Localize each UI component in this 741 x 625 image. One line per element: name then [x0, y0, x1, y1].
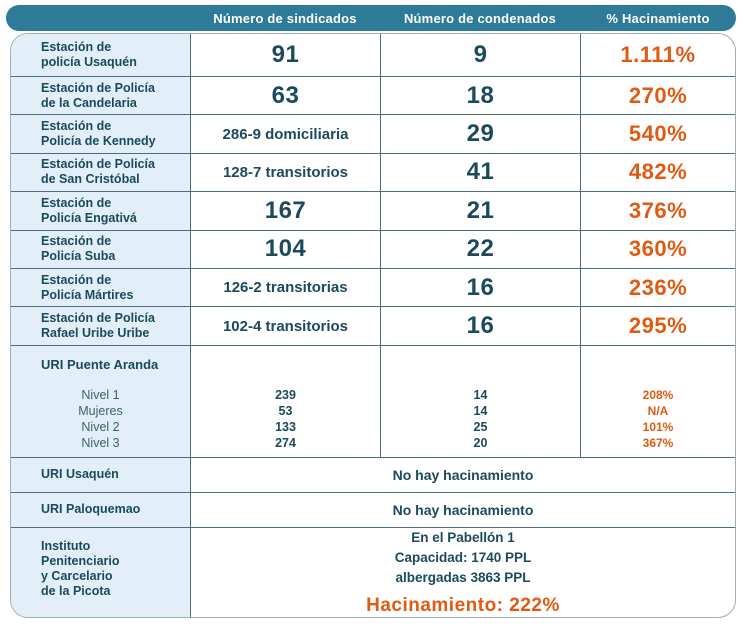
- uri-puente-aranda-title: URI Puente Aranda: [41, 356, 159, 372]
- condenados-value: 9: [381, 34, 581, 76]
- sindicados-value: 102-4 transitorios: [191, 307, 381, 345]
- hacinamiento-value: 540%: [628, 121, 688, 147]
- column-header-sindicados: Número de sindicados: [213, 10, 357, 26]
- condenados-value: 41: [381, 153, 581, 192]
- la-picota-detail-cell: En el Pabellón 1 Capacidad: 1740 PPL alb…: [191, 528, 735, 617]
- albergadas-note-line: albergadas 3863 PPL: [395, 570, 531, 586]
- no-overcrowding-note: No hay hacinamiento: [392, 466, 534, 483]
- station-name-label: Estación de Policía Suba: [11, 230, 191, 268]
- uri-usaquen-label: URI Usaquén: [11, 457, 191, 492]
- uri-sindicados-value: 53: [278, 403, 293, 418]
- condenados-value: 21: [381, 192, 581, 230]
- uri-usaquen-row: URI Usaquén No hay hacinamiento: [11, 456, 735, 492]
- hacinamiento-value: 236%: [628, 274, 688, 300]
- capacidad-note-line: Capacidad: 1740 PPL: [394, 550, 532, 566]
- uri-sublevel-list: Nivel 1 Mujeres Nivel 2 Nivel 3: [11, 387, 190, 451]
- pabellon-note-line: En el Pabellón 1: [411, 529, 515, 545]
- station-row-usaquen: Estación de policía Usaquén 91 9 1.111%: [11, 34, 735, 76]
- uri-hacinamiento-value: N/A: [647, 403, 669, 418]
- column-header-hacinamiento: % Hacinamiento: [606, 10, 710, 26]
- uri-condenados-column: 14 14 25 20: [381, 345, 581, 457]
- station-row-suba: Estación de Policía Suba 104 22 360%: [11, 229, 735, 268]
- uri-sindicados-value: 133: [275, 419, 296, 434]
- hacinamiento-value: 1.111%: [620, 42, 696, 67]
- station-name-label: Estación de policía Usaquén: [11, 34, 191, 76]
- station-name-label: Estación de Policía de la Candelaria: [11, 77, 191, 115]
- uri-hacinamiento-value: 367%: [642, 435, 674, 450]
- hacinamiento-total: Hacinamiento: 222%: [366, 594, 560, 616]
- station-row-kennedy: Estación de Policía de Kennedy 286-9 dom…: [11, 114, 735, 153]
- la-picota-label: Instituto Penitenciario y Carcelario de …: [11, 527, 191, 617]
- uri-hacinamiento-value: 208%: [642, 387, 674, 402]
- condenados-value: 29: [381, 115, 581, 153]
- sindicados-value: 128-7 transitorios: [191, 153, 381, 192]
- station-row-san-cristobal: Estación de Policía de San Cristóbal 128…: [11, 152, 735, 192]
- sindicados-value: 167: [191, 192, 381, 230]
- condenados-value: 16: [381, 268, 581, 307]
- uri-puente-aranda-label-cell: URI Puente Aranda Nivel 1 Mujeres Nivel …: [11, 345, 191, 457]
- hacinamiento-value: 270%: [628, 82, 688, 108]
- station-row-martires: Estación de Policía Mártires 126-2 trans…: [11, 267, 735, 307]
- station-name-label: Estación de Policía de San Cristóbal: [11, 153, 191, 192]
- uri-sublevel-label: Mujeres: [78, 403, 123, 418]
- sindicados-value: 286-9 domiciliaria: [191, 115, 381, 153]
- hacinamiento-value: 482%: [628, 159, 688, 185]
- condenados-value: 16: [381, 307, 581, 345]
- condenados-value: 22: [381, 230, 581, 268]
- uri-sublevel-label: Nivel 3: [81, 435, 120, 450]
- station-name-label: Estación de Policía Engativá: [11, 192, 191, 230]
- sindicados-value: 126-2 transitorias: [191, 268, 381, 307]
- table-header-bar: Número de sindicados Número de condenado…: [6, 5, 736, 31]
- station-name-label: Estación de Policía de Kennedy: [11, 115, 191, 153]
- hacinamiento-value: 376%: [628, 197, 688, 223]
- hacinamiento-value: 360%: [628, 236, 688, 262]
- uri-condenados-value: 20: [473, 435, 488, 450]
- station-name-label: Estación de Policía Mártires: [11, 268, 191, 307]
- hacinamiento-value: 295%: [628, 313, 688, 339]
- la-picota-row: Instituto Penitenciario y Carcelario de …: [11, 526, 735, 617]
- sindicados-value: 104: [191, 230, 381, 268]
- uri-sublevel-label: Nivel 1: [81, 387, 120, 402]
- column-header-condenados: Número de condenados: [403, 10, 557, 26]
- uri-condenados-value: 14: [473, 403, 488, 418]
- uri-hacinamiento-value: 101%: [642, 419, 674, 434]
- uri-condenados-value: 14: [473, 387, 488, 402]
- uri-paloquemao-row: URI Paloquemao No hay hacinamiento: [11, 491, 735, 527]
- station-row-candelaria: Estación de Policía de la Candelaria 63 …: [11, 76, 735, 115]
- station-row-engativa: Estación de Policía Engativá 167 21 376%: [11, 191, 735, 230]
- sindicados-value: 63: [191, 77, 381, 115]
- uri-sindicados-value: 239: [275, 387, 296, 402]
- uri-paloquemao-label: URI Paloquemao: [11, 492, 191, 527]
- condenados-value: 18: [381, 77, 581, 115]
- uri-hacinamiento-column: 208% N/A 101% 367%: [581, 346, 735, 457]
- station-name-label: Estación de Policía Rafael Uribe Uribe: [11, 307, 191, 345]
- uri-condenados-value: 25: [473, 419, 488, 434]
- station-row-rafael-uribe: Estación de Policía Rafael Uribe Uribe 1…: [11, 306, 735, 345]
- uri-sindicados-column: 239 53 133 274: [191, 345, 381, 457]
- no-overcrowding-note: No hay hacinamiento: [392, 501, 534, 518]
- uri-sindicados-value: 274: [275, 435, 296, 450]
- sindicados-value: 91: [191, 34, 381, 76]
- uri-sublevel-label: Nivel 2: [81, 419, 120, 434]
- uri-puente-aranda-row: URI Puente Aranda Nivel 1 Mujeres Nivel …: [11, 344, 735, 457]
- table-body: Estación de policía Usaquén 91 9 1.111% …: [10, 33, 736, 618]
